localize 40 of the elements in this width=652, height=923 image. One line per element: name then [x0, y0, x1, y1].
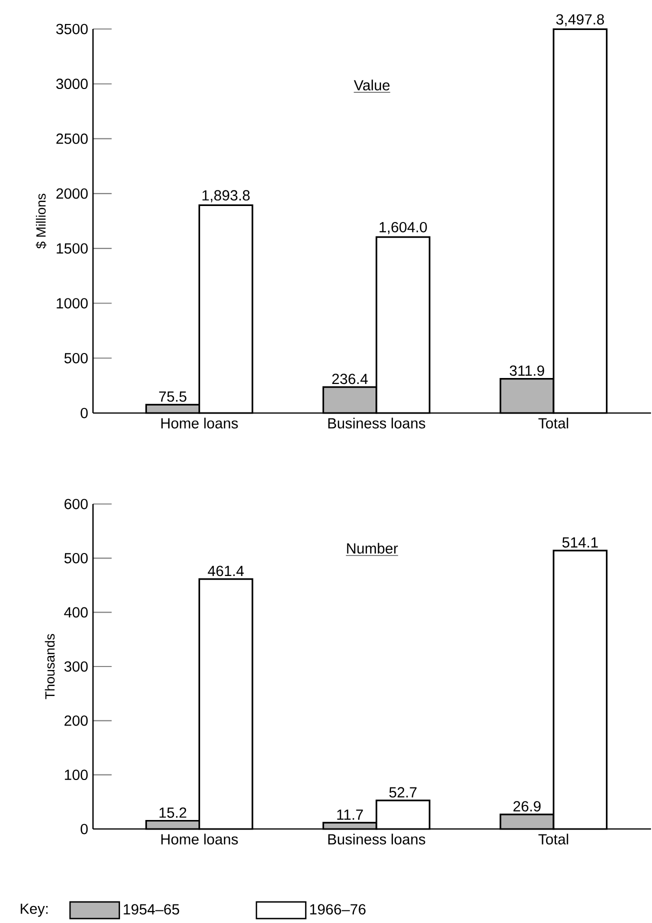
- data-label: 3,497.8: [556, 14, 604, 26]
- data-label: 11.7: [337, 810, 364, 820]
- x-tick-label: Total: [538, 418, 568, 428]
- y-tick-label: 2000: [56, 188, 88, 199]
- legend-title: Key:: [20, 904, 48, 917]
- text: Number: [347, 542, 398, 554]
- data-label: 15.2: [160, 807, 186, 818]
- y-tick-label: 200: [64, 715, 88, 726]
- text: Value: [354, 80, 390, 90]
- data-label: 52.7: [389, 787, 417, 798]
- x-tick-label: Total: [538, 834, 568, 844]
- data-label: 26.9: [514, 801, 541, 812]
- data-label: 236.4: [332, 374, 368, 384]
- legend-label: 1954–65: [124, 904, 180, 915]
- x-tick-label: Home loans: [162, 418, 238, 428]
- y-tick-label: 300: [64, 661, 88, 672]
- data-label: 311.9: [510, 365, 544, 376]
- y-axis-title: Thousands: [45, 634, 55, 700]
- y-tick-label: 3500: [56, 24, 88, 34]
- data-label: 461.4: [208, 566, 244, 576]
- data-label: 75.5: [159, 392, 187, 402]
- y-tick-label: 100: [65, 770, 88, 780]
- data-label: 1,893.8: [202, 190, 250, 202]
- y-tick-label: 1000: [56, 298, 88, 308]
- y-tick-label: 1500: [56, 243, 88, 254]
- data-label: 1,604.0: [380, 222, 428, 234]
- x-tick-label: Home loans: [162, 834, 238, 844]
- y-tick-label: 2500: [56, 134, 88, 144]
- y-tick-label: 500: [64, 352, 88, 364]
- x-tick-label: Business loans: [328, 418, 426, 428]
- y-tick-label: 400: [64, 607, 88, 618]
- y-tick-label: 0: [80, 824, 88, 834]
- data-label: 514.1: [562, 537, 598, 548]
- legend-label: 1966–76: [310, 904, 366, 915]
- y-tick-label: 0: [80, 408, 88, 418]
- y-axis-title: $ Millions: [36, 194, 47, 249]
- x-tick-label: Business loans: [328, 834, 426, 844]
- y-tick-label: 600: [64, 498, 88, 510]
- y-tick-label: 500: [64, 552, 88, 564]
- y-tick-label: 3000: [56, 78, 88, 90]
